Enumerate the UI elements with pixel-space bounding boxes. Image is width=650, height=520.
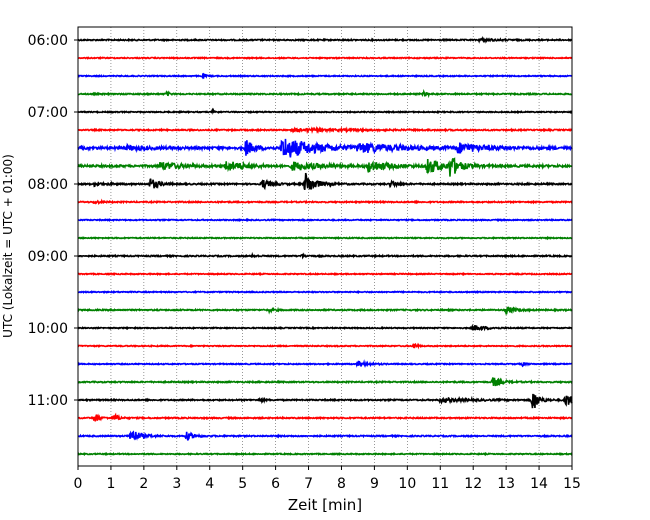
- plot-frame: [77, 26, 573, 467]
- y-tick-label: 08:00: [28, 177, 68, 193]
- trace-0930: [77, 289, 573, 295]
- y-tick-label: 06:00: [28, 33, 68, 49]
- x-tick-label: 11: [431, 476, 449, 492]
- trace-0845: [77, 235, 573, 241]
- x-tick-label: 8: [337, 476, 346, 492]
- y-tick-label: 10:00: [28, 321, 68, 337]
- seismogram-traces: [77, 35, 573, 457]
- trace-0745: [77, 157, 573, 177]
- x-tick-label: 0: [74, 476, 83, 492]
- x-tick-label: 12: [464, 476, 482, 492]
- x-tick-label: 10: [398, 476, 416, 492]
- x-tick-label: 15: [563, 476, 581, 492]
- x-tick-label: 2: [139, 476, 148, 492]
- trace-0900: [77, 251, 573, 260]
- y-axis-label: UTC (Lokalzeit = UTC + 01:00): [1, 154, 15, 338]
- trace-0645: [77, 88, 573, 99]
- trace-1115: [77, 412, 573, 422]
- y-tick-label: 11:00: [28, 393, 68, 409]
- trace-0830: [77, 217, 573, 223]
- x-tick-label: 9: [370, 476, 379, 492]
- y-tick-label: 09:00: [28, 249, 68, 265]
- trace-1130: [77, 430, 573, 441]
- x-tick-label: 4: [205, 476, 214, 492]
- y-tick-label: 07:00: [28, 105, 68, 121]
- x-tick-label: 13: [497, 476, 515, 492]
- x-tick-label: 6: [271, 476, 280, 492]
- trace-0800: [77, 172, 573, 191]
- trace-1145: [77, 451, 573, 457]
- x-tick-label: 7: [304, 476, 313, 492]
- trace-0600: [77, 35, 573, 44]
- x-tick-label: 14: [530, 476, 548, 492]
- trace-0815: [77, 198, 573, 206]
- trace-1030: [77, 359, 573, 368]
- x-tick-label: 1: [106, 476, 115, 492]
- x-axis-label: Zeit [min]: [288, 496, 362, 514]
- trace-0730: [77, 138, 573, 158]
- trace-0615: [77, 55, 573, 61]
- trace-0715: [77, 125, 573, 135]
- vertical-gridlines: [110, 27, 540, 466]
- trace-0945: [77, 306, 573, 315]
- y-axis-ticks: 06:00 07:00 08:00 09:00 10:00 11:00: [28, 33, 78, 409]
- x-tick-label: 3: [172, 476, 181, 492]
- trace-1015: [77, 342, 573, 350]
- x-axis-ticks: 0 1 2 3 4 5 6 7 8 9 10 11 12 13 14 15: [74, 466, 581, 492]
- trace-1045: [77, 377, 573, 387]
- trace-1000: [77, 323, 573, 332]
- trace-0700: [77, 107, 573, 116]
- trace-1100: [77, 393, 573, 409]
- trace-0915: [77, 271, 573, 277]
- trace-0630: [77, 72, 573, 80]
- x-tick-label: 5: [238, 476, 247, 492]
